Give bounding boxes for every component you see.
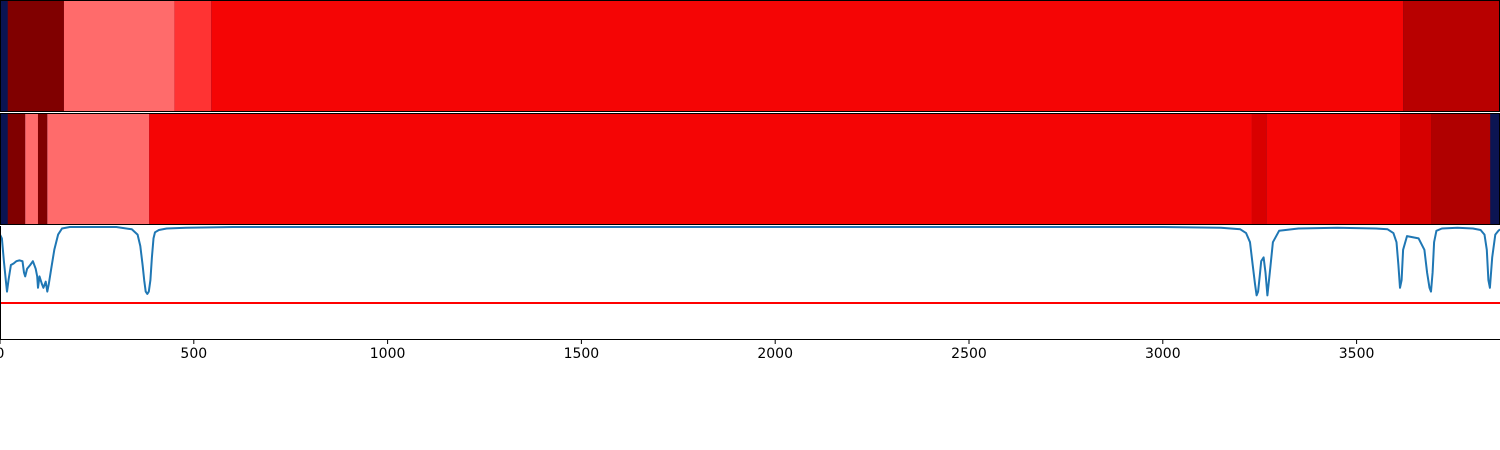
x-tick-label: 2000	[757, 346, 793, 362]
heatmap-top-cell-0	[7, 0, 64, 112]
heatmap-middle-cell-5	[1251, 113, 1267, 225]
x-tick-label: 500	[180, 346, 207, 362]
x-tick-label: 3000	[1145, 346, 1181, 362]
heatmap-top-cell-1	[63, 0, 175, 112]
line-series	[0, 226, 1500, 297]
line-plot: 0 500 1000 1500 2000 2500 3000 3500	[0, 226, 1500, 362]
heatmap-top	[0, 0, 1500, 112]
heatmap-middle-cell-3	[47, 113, 150, 225]
x-tick-label: 1000	[370, 346, 406, 362]
heatmap-middle-cell-9	[1490, 113, 1500, 225]
heatmap-top-cell-3	[211, 0, 1404, 112]
heatmap-middle-cell-1	[25, 113, 38, 225]
heatmap-middle-cell-4	[149, 113, 1252, 225]
heatmap-middle	[0, 113, 1500, 225]
heatmap-top-cell-2	[174, 0, 212, 112]
x-tick-label: 0	[0, 346, 4, 362]
heatmap-middle-cell-2	[37, 113, 48, 225]
heatmap-middle-cell-6	[1266, 113, 1400, 225]
heatmap-middle-cell-7	[1400, 113, 1432, 225]
heatmap-top-cell-4	[1403, 0, 1500, 112]
heatmap-middle-cell-8	[1431, 113, 1491, 225]
x-tick-label: 2500	[951, 346, 987, 362]
heatmap-middle-cell-0	[7, 113, 26, 225]
x-tick-label: 1500	[564, 346, 600, 362]
x-tick-label: 3500	[1339, 346, 1375, 362]
